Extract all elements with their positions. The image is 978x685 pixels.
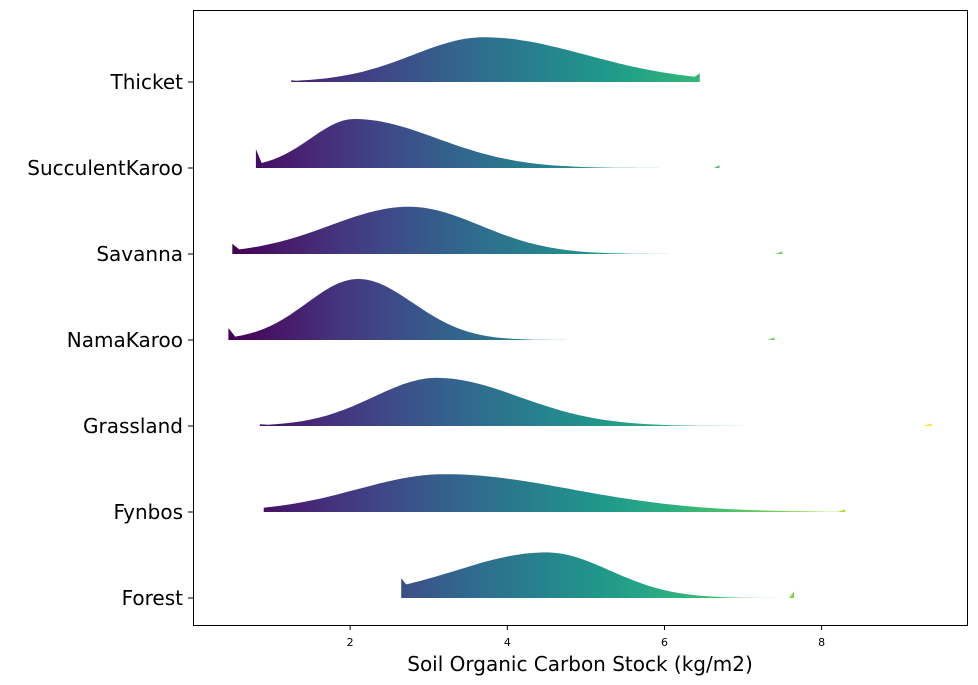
ridge-thicket — [291, 37, 700, 82]
plot-frame — [193, 10, 968, 626]
x-tick-label: 4 — [504, 636, 511, 649]
y-tick-label: SucculentKaroo — [27, 156, 183, 180]
y-axis: Thicket SucculentKaroo Savanna NamaKaroo Gra… — [27, 70, 193, 610]
ridge-succulentkaroo — [255, 119, 720, 168]
x-tick-label: 2 — [347, 636, 354, 649]
y-tick-label: Forest — [122, 586, 184, 610]
ridge-namakaroo — [228, 278, 775, 340]
y-tick-label: Grassland — [83, 414, 183, 438]
y-tick-label: NamaKaroo — [67, 328, 183, 352]
y-tick-label: Fynbos — [113, 500, 183, 524]
y-tick-label: Thicket — [110, 70, 184, 94]
y-tick-label: Savanna — [96, 242, 183, 266]
ridge-fynbos — [263, 474, 846, 512]
ridge-grassland — [259, 377, 932, 426]
x-tick-label: 6 — [661, 636, 668, 649]
x-axis: 2 4 6 8 — [347, 625, 825, 649]
x-tick-label: 8 — [818, 636, 825, 649]
ridge-savanna — [232, 206, 783, 254]
ridge-forest — [401, 552, 795, 598]
ridges-layer — [228, 37, 932, 598]
x-axis-label: Soil Organic Carbon Stock (kg/m2) — [407, 652, 753, 676]
